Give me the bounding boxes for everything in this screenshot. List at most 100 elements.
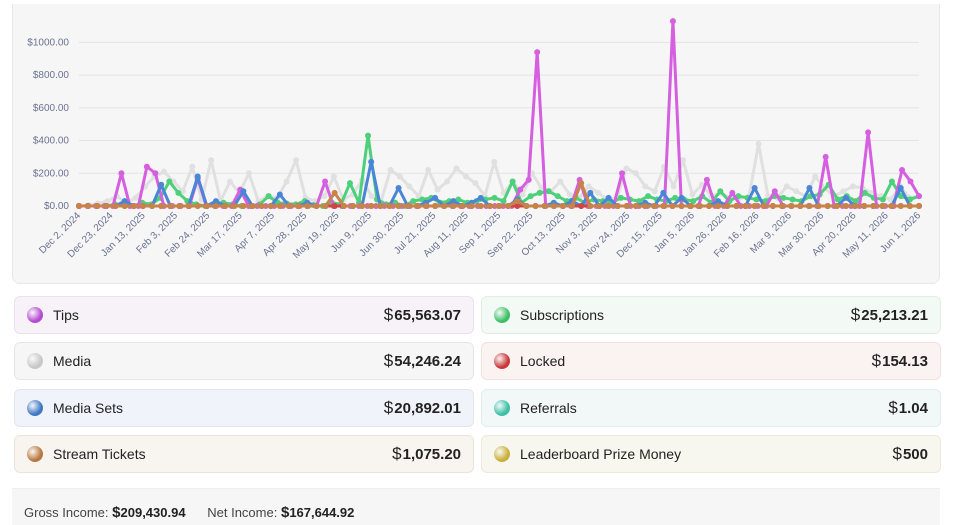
legend-item-locked[interactable]: Locked $154.13 bbox=[481, 342, 941, 380]
data-point bbox=[514, 203, 521, 209]
data-point bbox=[500, 198, 507, 205]
data-point bbox=[614, 203, 621, 209]
net-income-label: Net Income: bbox=[207, 505, 278, 520]
data-point bbox=[651, 188, 658, 195]
currency-symbol: $ bbox=[850, 305, 861, 324]
data-point bbox=[396, 173, 403, 180]
data-point bbox=[158, 203, 165, 209]
data-point bbox=[410, 198, 417, 205]
data-point bbox=[632, 203, 639, 209]
data-point bbox=[888, 178, 895, 185]
data-point bbox=[672, 194, 679, 201]
data-point bbox=[879, 203, 886, 209]
data-point bbox=[103, 203, 110, 209]
data-point bbox=[468, 203, 475, 209]
data-point bbox=[578, 203, 585, 209]
data-point bbox=[715, 203, 722, 209]
data-point bbox=[525, 176, 532, 183]
data-point bbox=[441, 203, 448, 209]
data-point bbox=[605, 203, 612, 209]
data-point bbox=[779, 203, 786, 209]
data-point bbox=[729, 189, 736, 196]
data-point bbox=[742, 203, 749, 209]
data-point bbox=[422, 203, 429, 209]
legend-amount: $20,892.01 bbox=[384, 398, 461, 418]
data-point bbox=[545, 188, 552, 195]
data-point bbox=[425, 167, 432, 173]
data-point bbox=[642, 203, 649, 209]
data-point bbox=[176, 203, 183, 209]
data-point bbox=[313, 203, 320, 209]
data-point bbox=[569, 203, 576, 209]
data-point bbox=[899, 167, 906, 173]
data-point bbox=[434, 186, 441, 193]
data-point bbox=[240, 188, 247, 195]
legend-item-subscriptions[interactable]: Subscriptions $25,213.21 bbox=[481, 296, 941, 334]
legend-item-media-sets[interactable]: Media Sets $20,892.01 bbox=[14, 389, 474, 427]
data-point bbox=[541, 203, 548, 209]
data-point bbox=[815, 203, 822, 209]
data-point bbox=[377, 203, 384, 209]
data-point bbox=[322, 178, 329, 185]
data-point bbox=[331, 203, 338, 209]
data-point bbox=[870, 203, 877, 209]
data-point bbox=[916, 193, 922, 200]
data-point bbox=[696, 203, 703, 209]
data-point bbox=[534, 49, 541, 56]
data-point bbox=[258, 203, 265, 209]
data-point bbox=[395, 203, 402, 209]
data-point bbox=[793, 188, 800, 195]
data-point bbox=[85, 203, 92, 209]
data-point bbox=[678, 203, 685, 209]
data-point bbox=[587, 189, 594, 196]
legend-label: Leaderboard Prize Money bbox=[520, 446, 682, 462]
data-point bbox=[189, 163, 196, 170]
data-point bbox=[130, 203, 137, 209]
data-point bbox=[472, 180, 479, 187]
data-point bbox=[453, 165, 460, 172]
data-point bbox=[587, 203, 594, 209]
data-point bbox=[276, 191, 283, 198]
data-point bbox=[733, 203, 740, 209]
data-point bbox=[842, 194, 849, 201]
legend-item-leaderboard-prize-money[interactable]: Leaderboard Prize Money $500 bbox=[481, 435, 941, 473]
data-point bbox=[212, 198, 219, 205]
data-point bbox=[849, 183, 856, 190]
data-point bbox=[283, 178, 290, 185]
data-point bbox=[286, 203, 292, 209]
data-point bbox=[769, 203, 776, 209]
data-point bbox=[645, 193, 652, 200]
data-point bbox=[596, 203, 603, 209]
data-point bbox=[538, 185, 545, 191]
data-point bbox=[636, 198, 642, 205]
currency-symbol: $ bbox=[888, 398, 898, 417]
legend-amount-value: 1,075.20 bbox=[402, 446, 461, 463]
legend-item-tips[interactable]: Tips $65,563.07 bbox=[14, 296, 474, 334]
data-point bbox=[175, 189, 182, 196]
legend-item-stream-tickets[interactable]: Stream Tickets $1,075.20 bbox=[14, 435, 474, 473]
data-point bbox=[690, 198, 697, 205]
data-point bbox=[897, 185, 904, 191]
data-point bbox=[706, 203, 712, 209]
data-point bbox=[76, 203, 82, 209]
legend-item-media[interactable]: Media $54,246.24 bbox=[14, 342, 474, 380]
data-point bbox=[194, 203, 201, 209]
data-point bbox=[753, 196, 760, 203]
data-point bbox=[678, 194, 685, 201]
gross-income-value: $209,430.94 bbox=[112, 504, 186, 521]
data-point bbox=[605, 194, 612, 201]
data-point bbox=[450, 203, 457, 209]
y-tick-label: $600.00 bbox=[33, 103, 70, 114]
data-point bbox=[724, 203, 731, 209]
data-point bbox=[578, 180, 585, 187]
legend-item-referrals[interactable]: Referrals $1.04 bbox=[481, 389, 941, 427]
data-point bbox=[517, 186, 524, 193]
data-point bbox=[715, 198, 722, 205]
data-point bbox=[897, 203, 904, 209]
legend-label: Subscriptions bbox=[520, 307, 605, 323]
data-point bbox=[346, 180, 353, 187]
data-point bbox=[623, 165, 630, 172]
currency-symbol: $ bbox=[383, 305, 394, 324]
data-point bbox=[788, 203, 795, 209]
data-point bbox=[840, 188, 847, 195]
